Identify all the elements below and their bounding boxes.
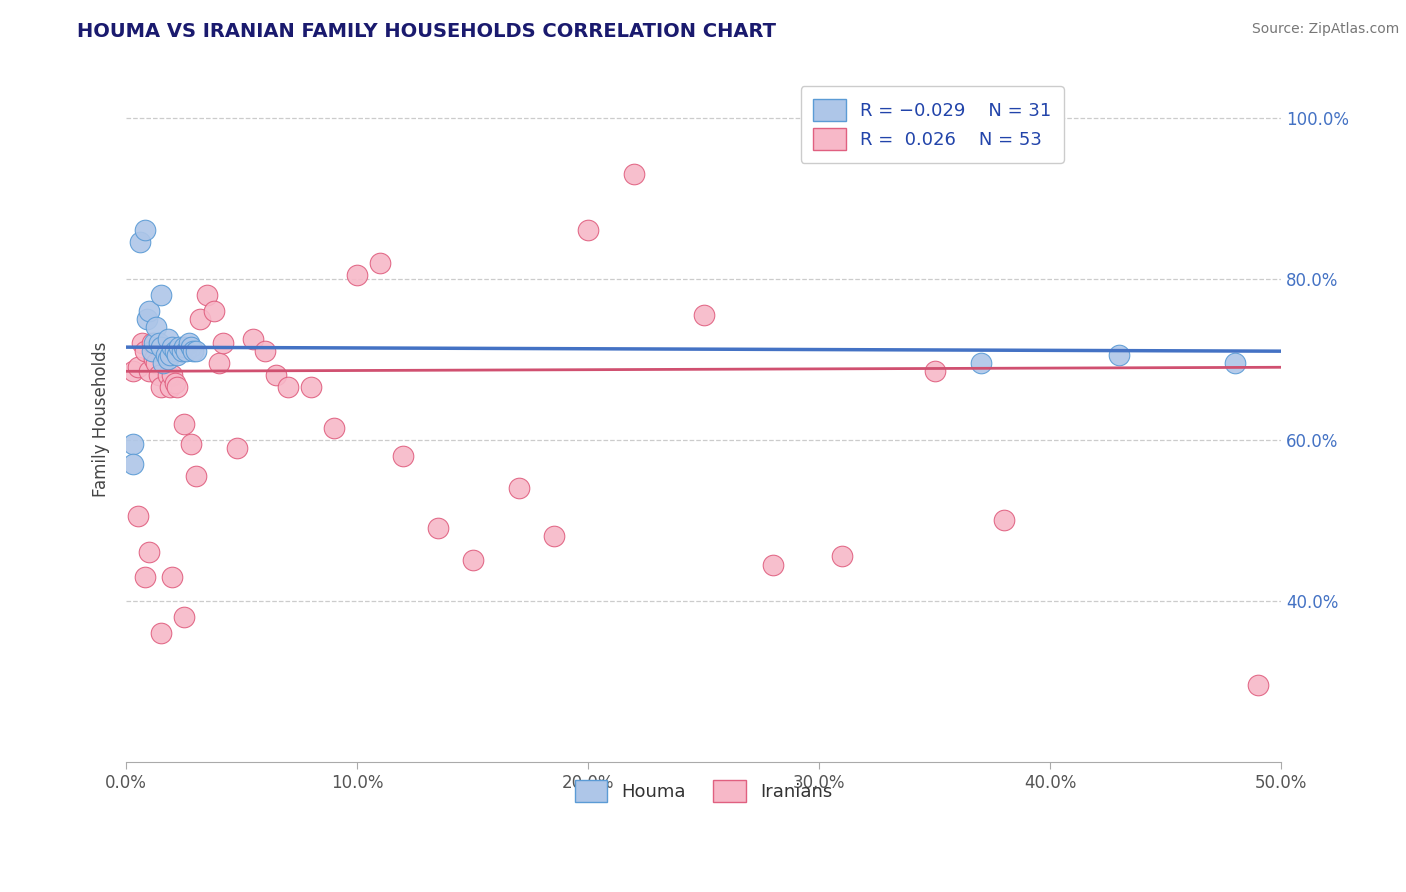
- Point: [692, 308, 714, 322]
- Point: [122, 457, 145, 471]
- Text: HOUMA VS IRANIAN FAMILY HOUSEHOLDS CORRELATION CHART: HOUMA VS IRANIAN FAMILY HOUSEHOLDS CORRE…: [77, 22, 776, 41]
- Point: [623, 167, 645, 181]
- Point: [156, 332, 179, 346]
- Point: [136, 312, 159, 326]
- Point: [184, 469, 207, 483]
- Point: [508, 481, 530, 495]
- Text: Source: ZipAtlas.com: Source: ZipAtlas.com: [1251, 22, 1399, 37]
- Point: [226, 441, 249, 455]
- Point: [177, 336, 200, 351]
- Point: [152, 356, 174, 370]
- Point: [1247, 678, 1270, 692]
- Point: [143, 352, 166, 367]
- Point: [188, 312, 211, 326]
- Point: [212, 336, 235, 351]
- Point: [149, 626, 172, 640]
- Point: [149, 380, 172, 394]
- Point: [141, 344, 163, 359]
- Point: [1108, 348, 1130, 362]
- Point: [162, 368, 184, 383]
- Point: [155, 348, 177, 362]
- Point: [149, 340, 172, 354]
- Point: [427, 521, 450, 535]
- Point: [152, 340, 174, 354]
- Point: [159, 380, 181, 394]
- Point: [162, 569, 184, 583]
- Point: [346, 268, 368, 282]
- Point: [277, 380, 299, 394]
- Point: [166, 348, 188, 362]
- Legend: Houma, Iranians: Houma, Iranians: [562, 767, 845, 814]
- Point: [392, 449, 415, 463]
- Point: [122, 436, 145, 450]
- Point: [266, 368, 288, 383]
- Point: [127, 509, 149, 524]
- Point: [181, 344, 204, 359]
- Point: [156, 368, 179, 383]
- Point: [138, 545, 160, 559]
- Point: [299, 380, 322, 394]
- Point: [323, 420, 346, 434]
- Point: [173, 340, 195, 354]
- Point: [970, 356, 993, 370]
- Point: [180, 436, 202, 450]
- Point: [173, 340, 195, 354]
- Y-axis label: Family Households: Family Households: [93, 342, 110, 498]
- Point: [134, 223, 156, 237]
- Point: [253, 344, 276, 359]
- Point: [122, 364, 145, 378]
- Point: [134, 569, 156, 583]
- Point: [134, 344, 156, 359]
- Point: [145, 320, 167, 334]
- Point: [138, 364, 160, 378]
- Point: [176, 344, 198, 359]
- Point: [173, 417, 195, 431]
- Point: [762, 558, 785, 572]
- Point: [170, 344, 193, 359]
- Point: [127, 360, 149, 375]
- Point: [163, 376, 186, 391]
- Point: [148, 368, 170, 383]
- Point: [141, 336, 163, 351]
- Point: [208, 356, 231, 370]
- Point: [184, 344, 207, 359]
- Point: [242, 332, 264, 346]
- Point: [370, 255, 392, 269]
- Point: [149, 288, 172, 302]
- Point: [156, 352, 179, 367]
- Point: [145, 356, 167, 370]
- Point: [148, 336, 170, 351]
- Point: [159, 348, 181, 362]
- Point: [924, 364, 946, 378]
- Point: [576, 223, 599, 237]
- Point: [195, 288, 218, 302]
- Point: [831, 549, 853, 564]
- Point: [461, 553, 484, 567]
- Point: [169, 340, 191, 354]
- Point: [993, 513, 1015, 527]
- Point: [180, 340, 202, 354]
- Point: [143, 336, 166, 351]
- Point: [131, 336, 153, 351]
- Point: [162, 340, 184, 354]
- Point: [129, 235, 152, 250]
- Point: [543, 529, 565, 543]
- Point: [202, 304, 225, 318]
- Point: [166, 380, 188, 394]
- Point: [1223, 356, 1246, 370]
- Point: [138, 304, 160, 318]
- Point: [173, 610, 195, 624]
- Point: [163, 344, 186, 359]
